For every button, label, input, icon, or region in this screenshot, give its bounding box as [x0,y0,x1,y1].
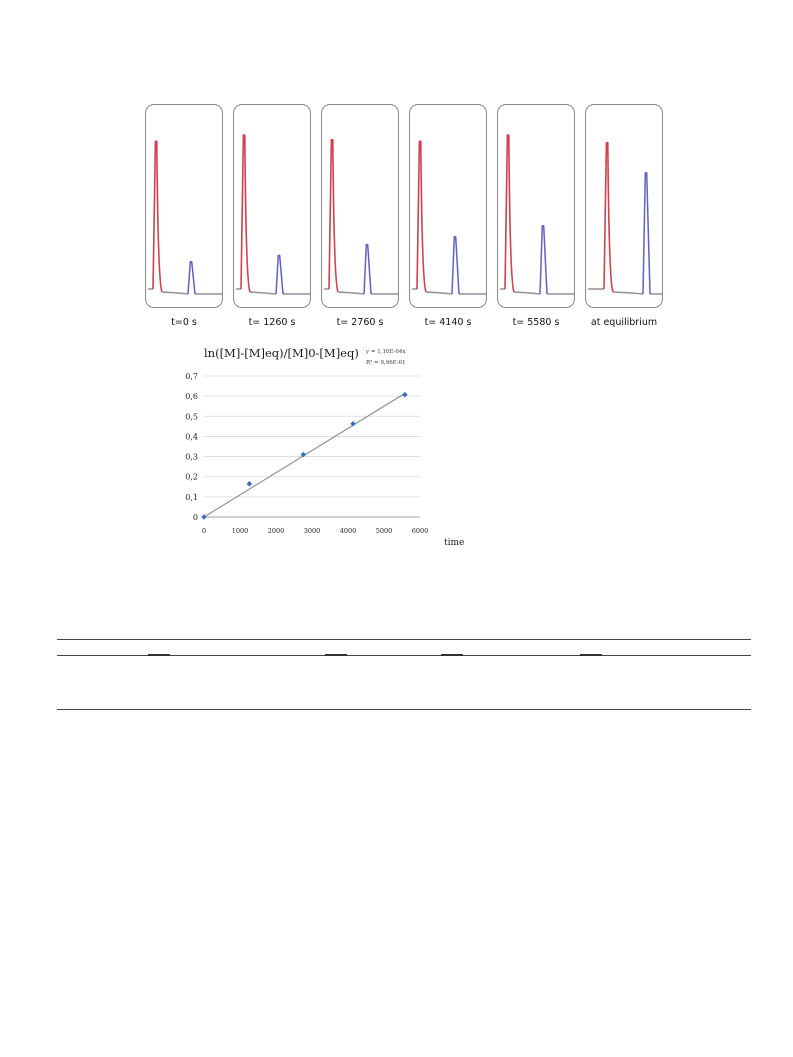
chromatogram-time-label: at equilibrium [590,317,658,328]
chromatogram-caption-row: t=0 s t= 1260 s t= 2760 s t= 4140 s t= 5580 … [145,317,665,333]
data-point [201,514,207,520]
chromatogram-panel [585,104,663,308]
y-tick-label: 0 [193,513,198,522]
x-tick-label: 5000 [376,527,393,535]
table-column-mark [325,654,347,656]
chromatogram-time-label: t= 4140 s [424,317,472,328]
y-tick-label: 0,6 [185,392,198,401]
chromatogram-trace [588,142,662,295]
table-header-rule [57,655,751,656]
plot-gridlines [204,375,420,498]
data-point [402,391,408,398]
y-tick-label: 0,7 [185,372,198,381]
chromatogram-trace [148,140,222,295]
trendline-equation: y = 1,10E-04x [365,349,406,355]
chromatogram-panel [497,104,575,308]
kinetic-plot: 0 0,1 0,2 0,3 0,4 0,5 0,6 0,7 0 1000 2000 3000 4000… [185,346,464,548]
chromatogram-baseline [588,288,662,295]
table-column-mark [441,654,463,656]
x-tick-label: 2000 [268,527,285,535]
chromatogram-trace [412,140,486,295]
x-tick-label: 3000 [304,527,321,535]
chromatogram-strip [145,104,665,310]
second-peak [187,261,196,295]
table-column-mark [580,654,602,656]
chromatogram-baseline [412,288,486,295]
second-peak [363,243,372,295]
table-bottom-rule [57,709,751,710]
y-tick-label: 0,1 [185,493,198,502]
y-tick-label: 0,2 [185,473,198,482]
chromatogram-baseline [148,288,222,295]
second-peak [642,172,651,295]
x-axis-label: time [444,538,464,548]
second-peak [539,225,548,295]
first-peak [152,140,163,293]
chromatogram-panel [409,104,487,308]
data-point [300,451,307,458]
chromatogram-panel [321,104,399,308]
chromatogram-time-label: t= 5580 s [512,317,560,328]
y-tick-label: 0,3 [185,453,198,462]
chromatogram-baseline [236,288,310,295]
chromatogram-trace [236,134,310,295]
y-tick-labels: 0 0,1 0,2 0,3 0,4 0,5 0,6 0,7 [185,372,198,522]
first-peak [603,142,614,293]
chromatogram-time-label: t= 2760 s [336,317,384,328]
chromatogram-trace [324,138,398,295]
chromatogram-time-label: t= 1260 s [248,317,296,328]
x-tick-label: 0 [202,527,206,535]
data-point [246,480,253,487]
chromatogram-panel [145,104,223,308]
chromatogram-baseline [324,288,398,295]
second-peak [275,254,284,295]
first-peak [328,138,339,293]
x-tick-label: 1000 [232,527,249,535]
chromatogram-time-label: t=0 s [171,317,197,328]
y-tick-label: 0,4 [185,432,198,441]
x-tick-labels: 0 1000 2000 3000 4000 5000 6000 [202,527,428,535]
chromatogram-trace [500,134,574,295]
x-tick-label: 4000 [340,527,357,535]
y-tick-label: 0,5 [185,412,198,421]
r-squared-label: R² = 9,96E-01 [366,359,406,366]
first-peak [416,140,427,293]
table-top-rule [57,639,751,640]
plot-title: ln([M]-[M]eq)/[M]0-[M]eq) [204,346,359,360]
first-peak [504,134,515,293]
data-point [350,420,356,427]
table-column-mark [148,654,170,656]
second-peak [451,236,460,295]
first-peak [240,134,251,293]
chromatogram-baseline [500,288,574,295]
chromatogram-panel [233,104,311,308]
x-tick-label: 6000 [412,527,429,535]
